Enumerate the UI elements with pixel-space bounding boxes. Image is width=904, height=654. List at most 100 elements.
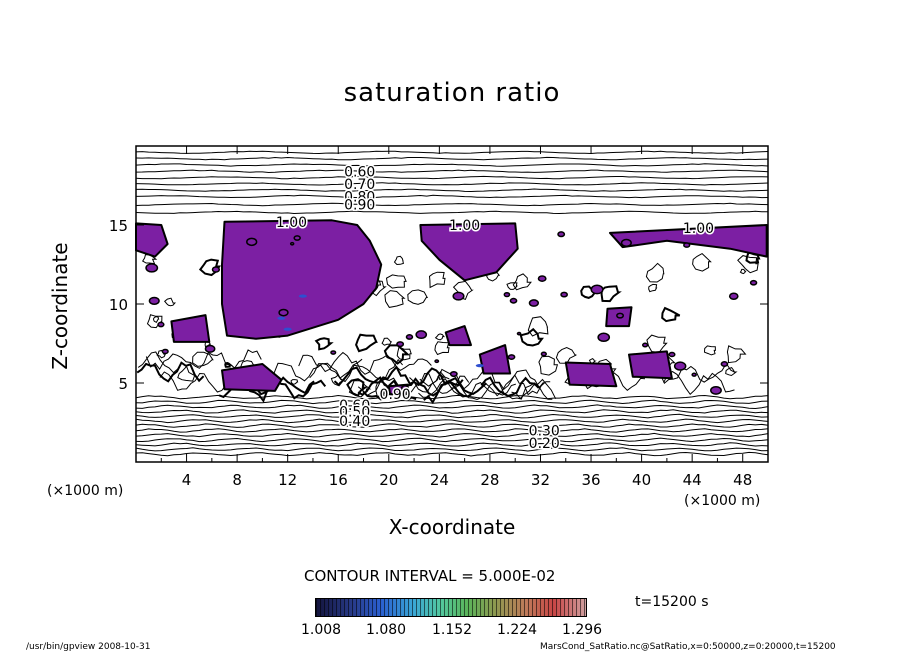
contour-loop-45: [434, 333, 445, 341]
contour-loop-15: [163, 297, 176, 307]
contour-loop-38: [538, 355, 559, 376]
shaded-region-0-5: [170, 314, 211, 343]
upper-contour-3: [135, 169, 769, 174]
contour-label-5: 1.00: [449, 218, 480, 234]
contour-loop-43: [407, 289, 429, 305]
contour-label-8: 0.60: [339, 398, 370, 414]
contour-label-6: 1.00: [683, 221, 714, 237]
lower-contour-8: [135, 432, 769, 438]
shaded-blob-5: [503, 291, 511, 298]
shaded-blob-3: [211, 266, 221, 273]
contour-loop-57: [381, 337, 393, 346]
contour-label-9: 0.50: [339, 404, 370, 420]
contour-loop-12: [355, 333, 378, 353]
x-tick-label-8: 36: [581, 471, 600, 489]
shaded-blob-35: [590, 284, 604, 295]
contour-loop-25: [428, 271, 446, 289]
shaded-blob-1: [452, 291, 465, 301]
mid-contour-5: [137, 351, 179, 374]
shaded-blob-16: [278, 308, 289, 317]
x-tick-label-10: 44: [683, 471, 702, 489]
chart-title: saturation ratio: [343, 78, 561, 108]
highlight-speck-2: [283, 327, 292, 331]
contour-loop-23: [555, 346, 577, 364]
shaded-blob-8: [540, 351, 547, 357]
x-tick-label-9: 40: [632, 471, 651, 489]
lower-contour-5: [135, 418, 769, 424]
contour-label-2: 0.80: [344, 190, 375, 206]
contour-label-11: 0.30: [529, 423, 560, 439]
contour-loop-39: [290, 379, 299, 385]
upper-contour-8: [135, 202, 769, 207]
contour-label-1: 0.70: [344, 177, 375, 193]
mid-contour-20: [145, 349, 262, 371]
y-axis-label: Z-coordinate: [48, 242, 72, 370]
shaded-region-0-9: [478, 344, 512, 375]
shaded-blob-36: [145, 263, 159, 273]
shaded-blob-12: [683, 242, 691, 248]
shaded-blob-18: [400, 384, 410, 392]
contour-loop-35: [588, 357, 597, 364]
upper-contour-6: [135, 188, 769, 193]
contour-loop-65: [192, 351, 214, 367]
contour-label-10: 0.40: [339, 414, 370, 430]
contour-loop-18: [512, 273, 532, 291]
contour-loop-29: [737, 255, 759, 274]
shaded-region-0-6: [444, 325, 472, 347]
upper-contour-2: [135, 163, 769, 167]
contour-loop-64: [314, 337, 334, 351]
x-tick-label-4: 20: [379, 471, 398, 489]
contour-loop-9: [385, 274, 407, 289]
shaded-blob-27: [449, 370, 458, 378]
shaded-blob-25: [509, 297, 518, 304]
x-unit-left: (×1000 m): [47, 483, 124, 499]
shaded-blob-21: [157, 321, 165, 328]
mid-contour-15: [333, 365, 464, 387]
colorbar-tick-2: 1.080: [366, 622, 407, 638]
footer-left: /usr/bin/gpview 2008-10-31: [26, 642, 151, 652]
colorbar-tick-5: 1.296: [562, 622, 603, 638]
contour-loop-34: [396, 346, 412, 361]
shaded-blob-32: [415, 330, 428, 340]
shaded-region-0-3: [135, 222, 169, 258]
shaded-blob-4: [710, 385, 722, 395]
mid-contour-12: [480, 376, 540, 397]
mid-contour-18: [357, 376, 487, 397]
shaded-blob-22: [691, 372, 697, 377]
contour-loop-41: [527, 316, 549, 337]
upper-contour-1: [135, 156, 769, 161]
x-tick-label-1: 8: [232, 471, 242, 489]
contour-loop-51: [384, 290, 406, 308]
lower-contour-2: [135, 404, 769, 410]
colorbar-tick-4: 1.224: [497, 622, 538, 638]
contour-label-7: 0.90: [380, 387, 411, 403]
x-tick-label-3: 16: [329, 471, 348, 489]
y-tick-label-0: 5: [118, 375, 128, 393]
mid-contour-8: [309, 358, 403, 383]
lower-contour-7: [135, 428, 769, 433]
lower-contour-10: [135, 442, 769, 447]
contour-loop-50: [726, 345, 747, 364]
shaded-blob-15: [616, 312, 624, 319]
footer-right: MarsCond_SatRatio.nc@SatRatio,x=0:50000,…: [540, 642, 836, 652]
contour-loop-61: [434, 341, 450, 356]
contour-loop-28: [600, 285, 622, 303]
mid-contour-6: [136, 361, 205, 383]
shaded-blob-33: [620, 238, 632, 248]
upper-contour-7: [135, 194, 769, 199]
shaded-blob-31: [293, 235, 301, 241]
lower-contour-0: [135, 394, 769, 400]
shaded-blob-26: [396, 341, 405, 348]
shaded-region-0-0: [221, 219, 383, 340]
lower-contour-9: [135, 437, 769, 443]
contour-loop-13: [437, 374, 446, 381]
shaded-blob-24: [560, 291, 568, 298]
lower-contour-11: [135, 447, 769, 452]
contour-loop-11: [703, 345, 716, 356]
shaded-blob-37: [405, 334, 414, 340]
contour-interval: CONTOUR INTERVAL = 5.000E-02: [304, 567, 556, 585]
shaded-blob-9: [728, 292, 739, 301]
contour-loop-30: [725, 367, 738, 377]
mid-contour-10: [357, 372, 470, 397]
contour-loop-7: [692, 252, 712, 272]
